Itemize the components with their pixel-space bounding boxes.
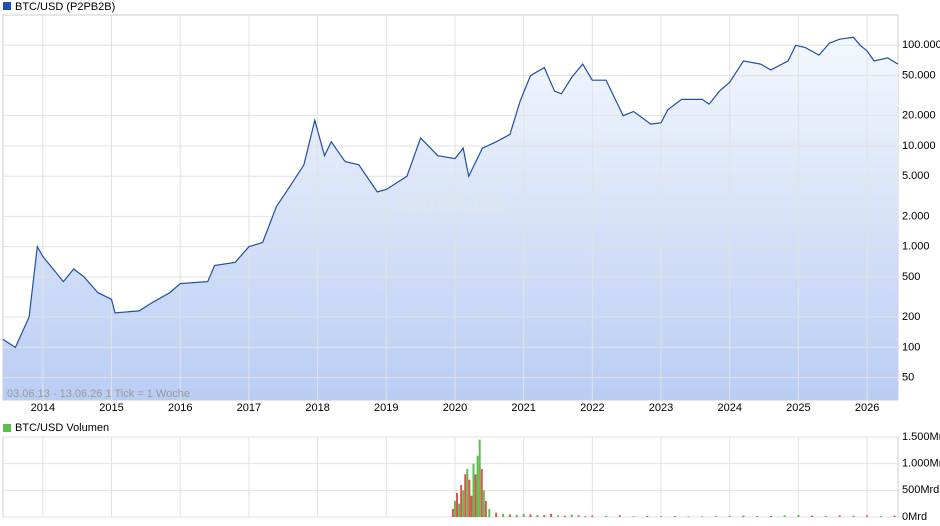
x-tick-label: 2017 [237, 402, 261, 414]
x-tick-label: 2023 [649, 402, 673, 414]
volume-bar [563, 515, 566, 517]
volume-bar [529, 514, 532, 517]
volume-bar [660, 516, 663, 517]
volume-bar [543, 515, 546, 517]
volume-bar [466, 469, 469, 517]
volume-bar [632, 516, 635, 517]
volume-bar [482, 490, 485, 517]
volume-bar [852, 515, 855, 517]
volume-bar [536, 514, 539, 517]
volume-bar [522, 513, 525, 517]
volume-bar [769, 515, 772, 517]
volume-bar [577, 515, 580, 517]
x-tick-label: 2025 [786, 402, 810, 414]
volume-bar [468, 479, 471, 517]
x-tick-label: 2021 [511, 402, 535, 414]
volume-bar [476, 455, 479, 517]
volume-bar [478, 439, 481, 517]
volume-bar [508, 514, 511, 517]
x-tick-label: 2022 [580, 402, 604, 414]
volume-bar [591, 515, 594, 517]
volume-bar [618, 515, 621, 517]
volume-bar [460, 485, 463, 517]
volume-bar [866, 515, 869, 517]
y-tick-label: 500 [902, 271, 920, 283]
y-tick-label: 100 [902, 341, 920, 353]
volume-bar [470, 495, 473, 517]
volume-bar [756, 515, 759, 517]
volume-bar [783, 515, 786, 517]
x-tick-label: 2024 [717, 402, 741, 414]
annotation: 03.06.13 - 13.06.26 1 Tick = 1 Woche [7, 388, 190, 400]
volume-bar [605, 515, 608, 517]
volume-bar [797, 514, 800, 517]
volume-bar [502, 513, 505, 517]
y-tick-label: 50.000 [902, 70, 936, 82]
volume-bar [646, 515, 649, 517]
volume-bar [453, 501, 456, 517]
volume-bar [456, 493, 459, 517]
volume-bar [714, 516, 717, 517]
x-tick-label: 2018 [305, 402, 329, 414]
volume-bar [570, 514, 573, 517]
x-tick-label: 2015 [99, 402, 123, 414]
y-tick-label: 50 [902, 372, 914, 384]
watermark: ARIVA.DE [393, 189, 508, 216]
y-tick-label: 1.500Mrd [902, 431, 940, 443]
x-tick-label: 2016 [168, 402, 192, 414]
y-tick-label: 100.000 [902, 39, 940, 51]
volume-bar [464, 474, 467, 517]
volume-bar [673, 516, 676, 517]
volume-bar [484, 501, 487, 517]
volume-bar [742, 515, 745, 517]
volume-bar [584, 515, 587, 517]
volume-bar [472, 463, 475, 517]
volume-bar [488, 509, 491, 517]
volume-bar [824, 515, 827, 517]
volume-bar [495, 512, 498, 517]
x-tick-label: 2020 [443, 402, 467, 414]
legend-swatch [3, 2, 11, 10]
volume-bar [556, 515, 559, 517]
volume-bar [701, 516, 704, 517]
y-tick-label: 0Mrd [902, 511, 927, 523]
volume-bar [879, 515, 882, 517]
x-tick-label: 2014 [31, 402, 55, 414]
y-tick-label: 20.000 [902, 110, 936, 122]
volume-bar [838, 515, 841, 517]
y-tick-label: 5.000 [902, 170, 930, 182]
y-tick-label: 500Mrd [902, 484, 939, 496]
volume-bar [893, 515, 896, 517]
volume-bar [728, 515, 731, 517]
volume-bar [687, 516, 690, 517]
y-tick-label: 1.000Mrd [902, 458, 940, 470]
area-fill [3, 37, 898, 401]
volume-bar [458, 503, 461, 517]
price-panel: ARIVA.DE BTC/USD (P2PB2B) 03.06.13 - 13.… [2, 1, 940, 414]
legend-swatch [3, 424, 11, 432]
legend-label: BTC/USD Volumen [15, 422, 109, 434]
plot-frame [2, 436, 899, 518]
volume-bar [451, 509, 454, 517]
y-tick-label: 200 [902, 311, 920, 323]
legend-label: BTC/USD (P2PB2B) [15, 1, 115, 13]
price-line [2, 36, 899, 349]
x-tick-label: 2019 [374, 402, 398, 414]
y-tick-label: 10.000 [902, 140, 936, 152]
y-tick-label: 2.000 [902, 210, 930, 222]
volume-panel: BTC/USD Volumen 0Mrd 500Mrd 1.000Mrd 1.500M… [2, 422, 940, 523]
y-tick-label: 1.000 [902, 241, 930, 253]
volume-bar [480, 469, 483, 517]
volume-bar [811, 515, 814, 517]
volume-bar [550, 513, 553, 517]
volume-bar [515, 514, 518, 517]
volume-bar [462, 490, 465, 517]
volume-bar [474, 474, 477, 517]
x-tick-label: 2026 [855, 402, 879, 414]
